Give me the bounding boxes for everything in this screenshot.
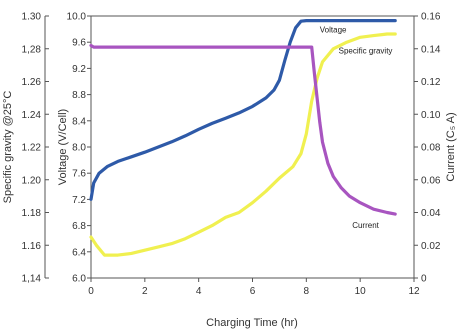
specific-gravity-tick-label: 1,28 [22,44,42,55]
x-tick-label: 6 [250,286,256,297]
voltage-series-label: Voltage [320,25,347,34]
specific-gravity-tick-label: 1.16 [22,241,42,252]
voltage-tick-label: 7.6 [72,169,86,180]
specific-gravity-tick-label: 1.20 [22,175,42,186]
current-tick-label: 0.16 [421,12,441,23]
labels-layer: Voltage Specific gravity Current [320,25,393,230]
voltage-tick-label: 8.0 [72,143,86,154]
plot-area [90,15,415,279]
x-axis-title: Charging Time (hr) [206,317,298,329]
voltage-tick-label: 10.0 [67,12,87,23]
x-tick-label: 12 [408,286,420,297]
specific-gravity-tick-label: 1.24 [22,110,42,121]
x-tick-label: 0 [88,286,94,297]
current-tick-label: 0.04 [421,208,441,219]
specific-gravity-series-line [89,32,397,257]
specific-gravity-tick-label: 1.26 [22,77,42,88]
current-axis-title: Current (C₅ A) [445,112,457,181]
current-series-line [89,43,397,216]
current-tick-label: 0.02 [421,241,441,252]
specific-gravity-axis-title: Specific gravity @25°C [2,91,14,204]
voltage-series-line [89,19,397,201]
voltage-tick-label: 6.0 [72,274,86,285]
axes-layer: 0 2 4 6 8 10 12 1,14 1.16 1.18 1.20 1.22 1.24 1.26 1,2… [22,12,441,298]
voltage-axis-title: Voltage (V/Cell) [57,109,69,185]
voltage-tick-label: 9.6 [72,38,86,49]
current-tick-label: 0.14 [421,44,441,55]
current-tick-label: 0 [421,274,427,285]
series-layer [89,19,397,257]
specific-gravity-tick-label: 1,14 [22,274,42,285]
voltage-tick-label: 7.2 [72,195,86,206]
x-tick-label: 10 [355,286,367,297]
voltage-tick-label: 6.4 [72,247,86,258]
current-tick-label: 0.08 [421,143,441,154]
current-series-label: Current [352,221,379,230]
voltage-tick-label: 8.4 [72,116,86,127]
x-tick-label: 4 [196,286,202,297]
x-tick-label: 2 [142,286,148,297]
current-tick-label: 0.10 [421,110,441,121]
voltage-tick-label: 6.8 [72,221,86,232]
specific-gravity-tick-label: 1.18 [22,208,42,219]
voltage-tick-label: 9.2 [72,64,86,75]
voltage-tick-label: 8.8 [72,90,86,101]
specific-gravity-tick-label: 1.22 [22,143,42,154]
specific-gravity-tick-label: 1.30 [22,12,42,23]
current-tick-label: 0.12 [421,77,441,88]
current-tick-label: 0.06 [421,175,441,186]
specific-gravity-series-label: Specific gravity [339,47,393,56]
x-tick-label: 8 [304,286,310,297]
